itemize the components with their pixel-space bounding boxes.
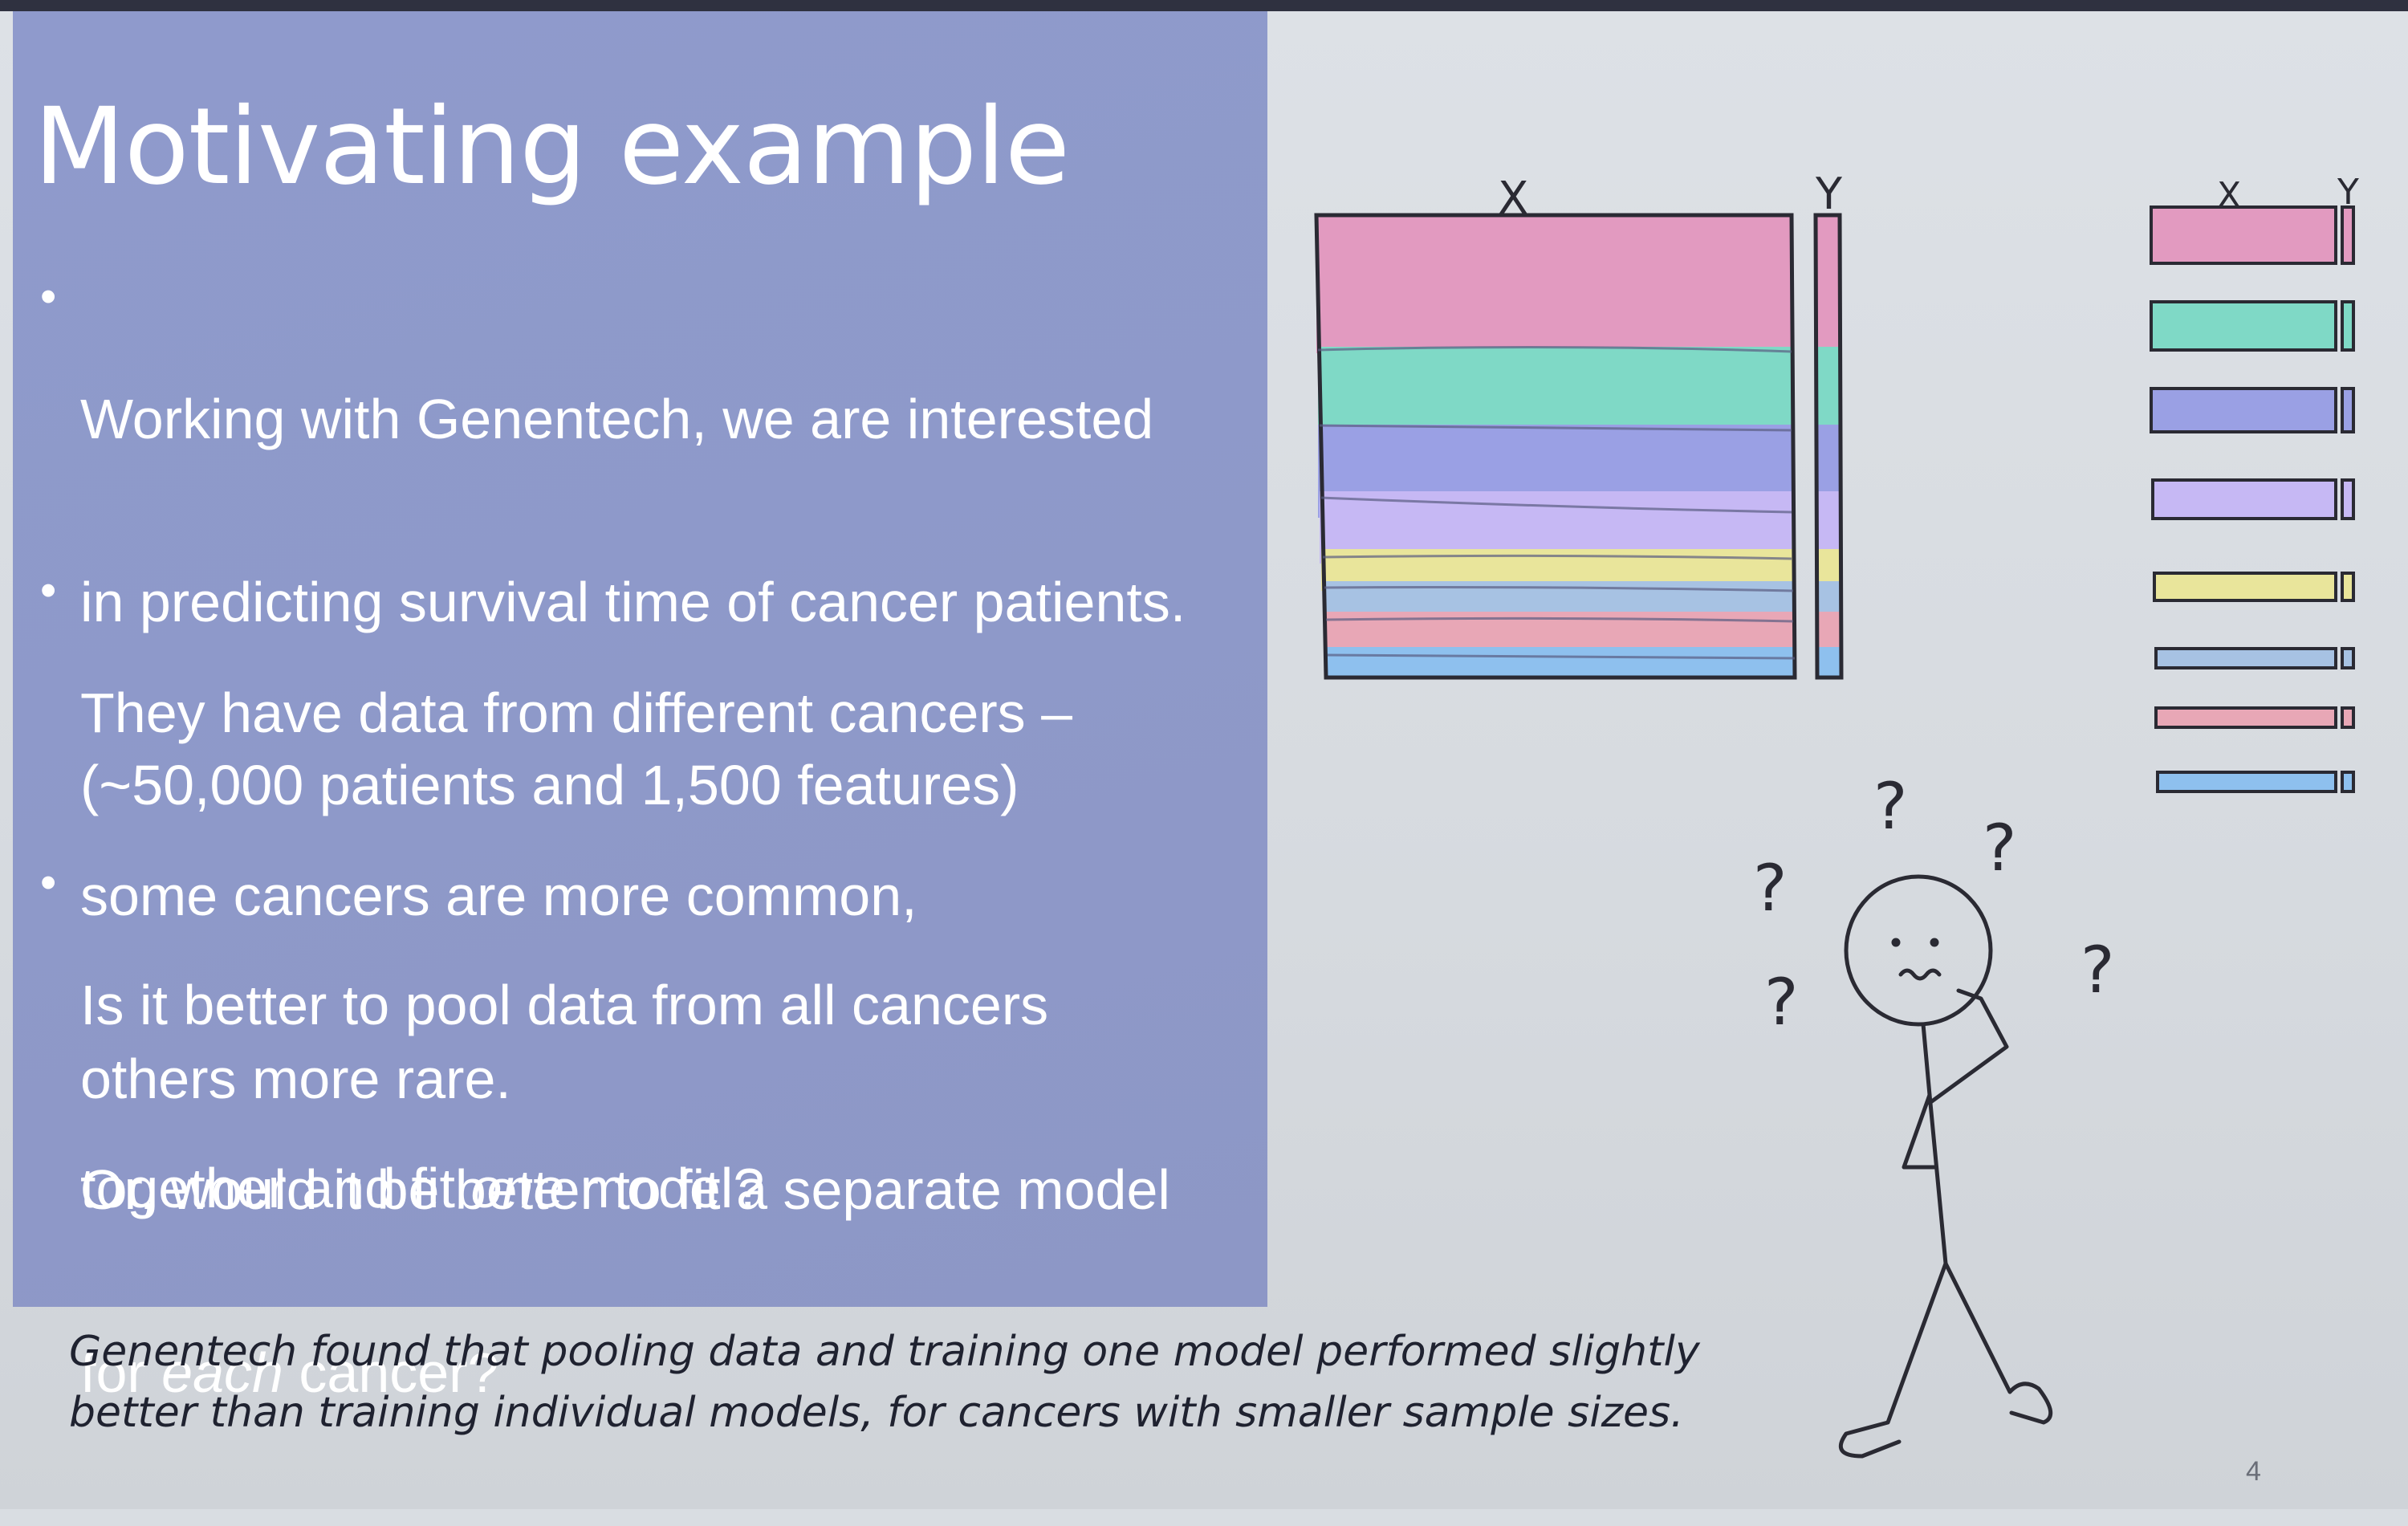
pooled-x-outline: [1314, 213, 1797, 680]
bullet-line-with-italic: for each cancer?: [80, 1341, 499, 1404]
question-mark: ?: [1873, 769, 1907, 844]
slide-number: 4: [2246, 1456, 2261, 1487]
bullet-line: in predicting survival time of cancer pa…: [80, 571, 1186, 633]
separate-model-1: [2150, 206, 2355, 265]
bullet-line: others more rare.: [80, 1048, 511, 1110]
pooled-band-1: [1316, 215, 1792, 353]
left-text-panel: [13, 11, 1267, 1307]
question-mark: ?: [2081, 933, 2114, 1007]
question-mark: ?: [1983, 811, 2016, 885]
figure-head: [1844, 874, 1993, 1027]
pooled-band-2: [1318, 347, 1792, 430]
pooled-y-label: Y: [1815, 169, 1843, 219]
separate-model-4: [2151, 478, 2355, 520]
bullet-dot: •: [40, 857, 57, 909]
question-mark: ?: [1753, 851, 1787, 926]
bullet-line: Or, would it be better to fit a separate…: [80, 1158, 1170, 1221]
bullet-line-with-italic: together and fit one model?: [80, 1157, 765, 1219]
footer-line: better than training individual models, …: [69, 1389, 1684, 1437]
separate-model-3: [2150, 387, 2355, 433]
separate-model-5: [2153, 572, 2355, 602]
figure-left-leg: [1838, 1261, 1948, 1459]
separate-model-8: [2156, 771, 2355, 793]
pooled-vs-separate-diagram: X Y X Y: [1314, 169, 2359, 1459]
slide: Motivating example • Working with Genent…: [0, 11, 2408, 1509]
pooled-x-label: X: [1498, 173, 1528, 225]
bullet-line: Is it better to pool data from all cance…: [80, 974, 1049, 1036]
bullet-dot: •: [40, 564, 57, 617]
italic-word: one: [470, 1157, 565, 1219]
italic-word: each: [161, 1341, 283, 1404]
question-mark: ?: [1764, 965, 1798, 1040]
separate-model-2: [2150, 300, 2355, 352]
confused-stick-figure: [1838, 874, 2053, 1459]
bullet-line: They have data from different cancers –: [80, 682, 1073, 744]
bullet-line: (~50,000 patients and 1,500 features): [80, 754, 1019, 816]
footer-line: Genentech found that pooling data and tr…: [69, 1328, 1700, 1376]
figure-mouth: [1898, 968, 1942, 981]
separate-models-stack: [2150, 206, 2355, 793]
pooled-band-8: [1326, 647, 1795, 678]
question-marks: ? ? ? ? ?: [1753, 769, 2114, 1040]
separate-model-7: [2154, 706, 2355, 729]
pooled-y-column: [1813, 213, 1844, 680]
figure-body: [1921, 1022, 1948, 1266]
footer-note: Genentech found that pooling data and tr…: [69, 1321, 1700, 1443]
top-border-strip: [0, 0, 2408, 11]
figure-left-arm: [1902, 1093, 1937, 1170]
figure-right-leg: [1943, 1261, 2053, 1425]
bullet-dot: •: [40, 271, 57, 323]
figure-right-arm: [1927, 988, 2009, 1105]
slide-title: Motivating example: [34, 85, 1070, 209]
separate-model-6: [2154, 647, 2355, 669]
bullet-line: Working with Genentech, we are intereste…: [80, 388, 1154, 450]
pooled-band-dividers: [1317, 345, 1796, 660]
bullet-line: some cancers are more common,: [80, 865, 917, 927]
pooled-x-matrix: [1314, 213, 1797, 680]
